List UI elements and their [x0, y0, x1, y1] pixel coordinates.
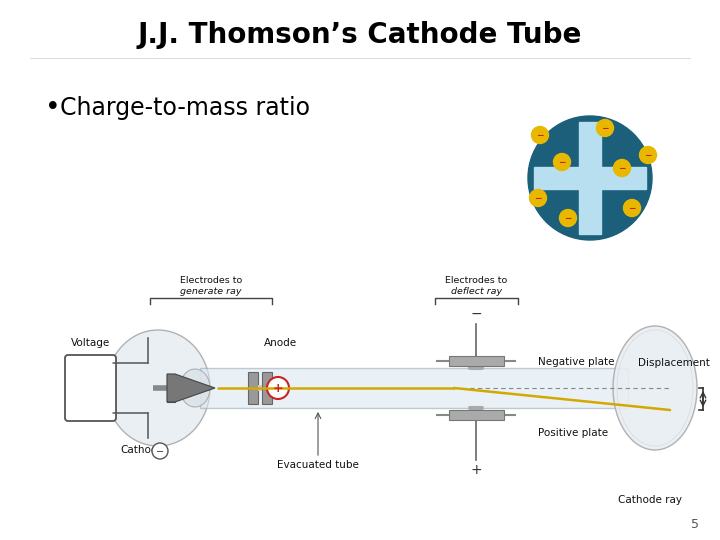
- Text: +: +: [273, 382, 283, 395]
- Bar: [200, 368, 628, 408]
- Text: Voltage: Voltage: [71, 338, 111, 348]
- Circle shape: [639, 146, 657, 164]
- Text: −: −: [644, 151, 652, 160]
- Text: −: −: [618, 164, 626, 173]
- Bar: [258, 385, 262, 391]
- Circle shape: [267, 377, 289, 399]
- Text: Cathode: Cathode: [120, 445, 164, 455]
- FancyBboxPatch shape: [65, 355, 116, 421]
- Circle shape: [559, 210, 577, 226]
- Text: Anode: Anode: [264, 338, 297, 348]
- Text: −: −: [601, 124, 608, 133]
- Circle shape: [596, 119, 613, 137]
- Text: −: −: [470, 307, 482, 321]
- Text: −: −: [156, 447, 164, 456]
- Text: J.J. Thomson’s Cathode Tube: J.J. Thomson’s Cathode Tube: [138, 21, 582, 49]
- Text: Positive plate: Positive plate: [538, 428, 608, 438]
- Circle shape: [531, 126, 549, 144]
- Text: •: •: [45, 95, 60, 121]
- Text: Charge-to-mass ratio: Charge-to-mass ratio: [60, 96, 310, 120]
- Text: Negative plate: Negative plate: [538, 357, 614, 367]
- Bar: [579, 122, 601, 234]
- Bar: [167, 374, 175, 402]
- Circle shape: [554, 153, 570, 171]
- Circle shape: [624, 199, 641, 217]
- Text: −: −: [534, 194, 541, 203]
- Polygon shape: [167, 374, 215, 402]
- Bar: [534, 167, 646, 189]
- Text: Evacuated tube: Evacuated tube: [277, 460, 359, 470]
- Text: generate ray: generate ray: [180, 287, 242, 296]
- Ellipse shape: [106, 330, 210, 446]
- Text: 5: 5: [691, 518, 699, 531]
- Text: Displacement: Displacement: [638, 358, 710, 368]
- Circle shape: [529, 190, 546, 206]
- Circle shape: [152, 443, 168, 459]
- Bar: [262, 372, 272, 404]
- Bar: [449, 356, 504, 366]
- Text: −: −: [564, 214, 572, 223]
- Text: −: −: [558, 158, 566, 167]
- Text: Cathode ray: Cathode ray: [618, 495, 682, 505]
- Text: +: +: [470, 463, 482, 477]
- Text: −: −: [536, 131, 544, 140]
- Text: deflect ray: deflect ray: [451, 287, 502, 296]
- Bar: [248, 372, 258, 404]
- Text: Electrodes to: Electrodes to: [180, 276, 242, 285]
- Ellipse shape: [613, 326, 697, 450]
- Text: Electrodes to: Electrodes to: [446, 276, 508, 285]
- Bar: [449, 410, 504, 420]
- Circle shape: [613, 159, 631, 177]
- Ellipse shape: [180, 369, 210, 407]
- Circle shape: [528, 116, 652, 240]
- Text: −: −: [629, 204, 636, 213]
